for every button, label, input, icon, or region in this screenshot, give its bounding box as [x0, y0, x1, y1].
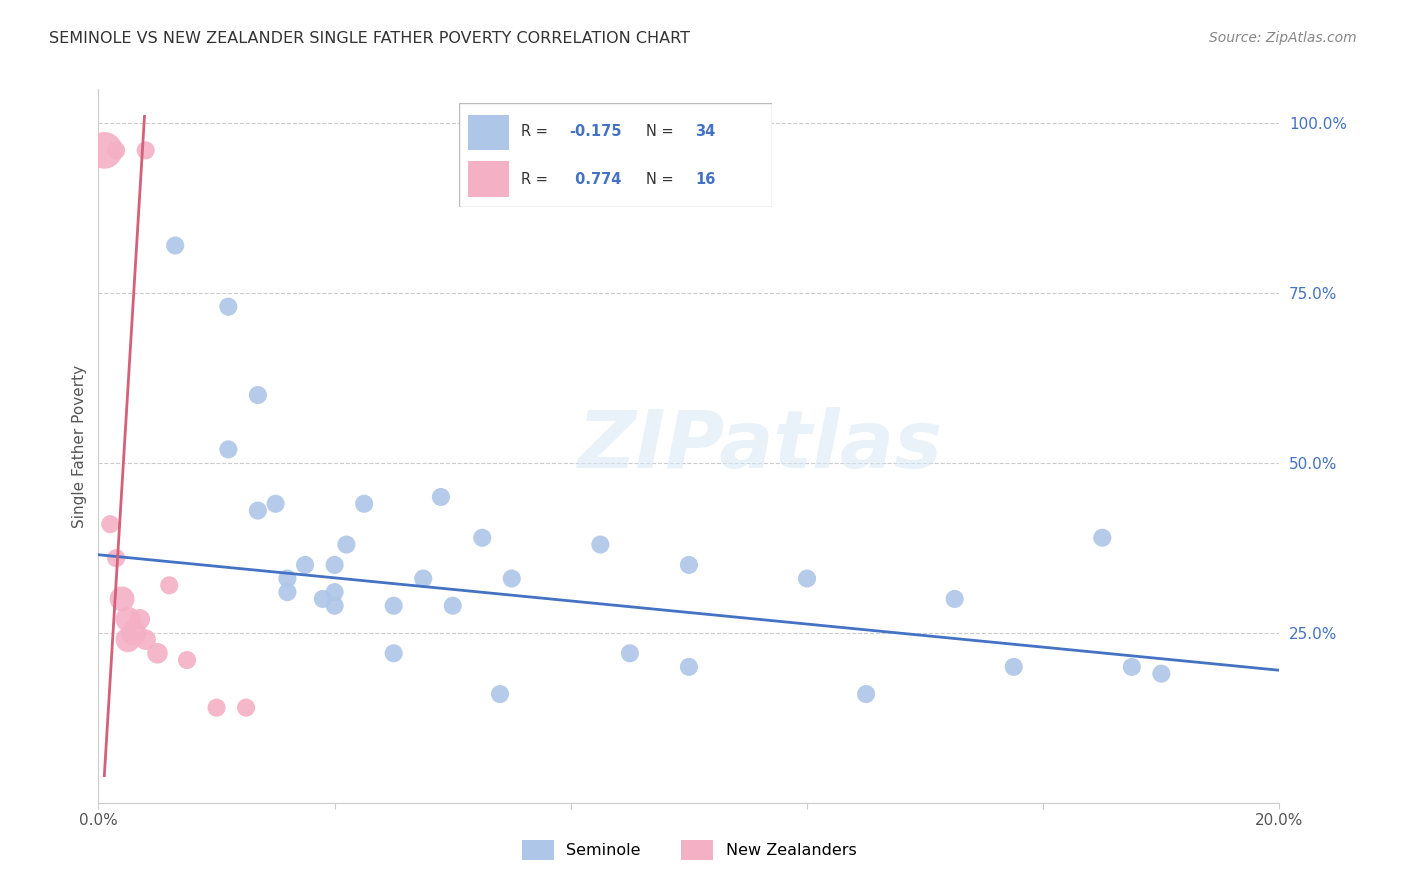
Point: [98, 517, 121, 532]
Text: SEMINOLE VS NEW ZEALANDER SINGLE FATHER POVERTY CORRELATION CHART: SEMINOLE VS NEW ZEALANDER SINGLE FATHER …: [49, 31, 690, 46]
Point: [235, 700, 257, 714]
Point: [122, 626, 145, 640]
Point: [1121, 660, 1143, 674]
Point: [430, 490, 453, 504]
Point: [111, 591, 134, 606]
Point: [117, 612, 139, 626]
Point: [489, 687, 512, 701]
Point: [323, 585, 346, 599]
Point: [1150, 666, 1173, 681]
Point: [796, 572, 818, 586]
Point: [323, 558, 346, 572]
Point: [276, 572, 298, 586]
Point: [246, 388, 269, 402]
Point: [1091, 531, 1114, 545]
Point: [678, 558, 700, 572]
Point: [1002, 660, 1025, 674]
Point: [312, 591, 335, 606]
Point: [165, 238, 187, 252]
Point: [619, 646, 641, 660]
Point: [135, 144, 157, 158]
Point: [217, 300, 239, 314]
Point: [382, 599, 405, 613]
Point: [589, 537, 612, 551]
Point: [217, 442, 239, 457]
Legend: Seminole, New Zealanders: Seminole, New Zealanders: [515, 834, 863, 866]
Point: [441, 599, 464, 613]
Point: [135, 632, 157, 647]
Point: [276, 585, 298, 599]
Point: [382, 646, 405, 660]
Point: [335, 537, 357, 551]
Point: [176, 653, 198, 667]
Point: [294, 558, 316, 572]
Point: [323, 599, 346, 613]
Point: [105, 144, 128, 158]
Point: [264, 497, 287, 511]
Point: [205, 700, 228, 714]
Y-axis label: Single Father Poverty: Single Father Poverty: [72, 365, 87, 527]
Point: [93, 144, 115, 158]
Point: [117, 632, 139, 647]
Point: [105, 551, 128, 566]
Point: [246, 503, 269, 517]
Point: [471, 531, 494, 545]
Point: [146, 646, 169, 660]
Point: [678, 660, 700, 674]
Text: ZIPatlas: ZIPatlas: [578, 407, 942, 485]
Text: Source: ZipAtlas.com: Source: ZipAtlas.com: [1209, 31, 1357, 45]
Point: [855, 687, 877, 701]
Point: [501, 572, 523, 586]
Point: [943, 591, 966, 606]
Point: [128, 612, 150, 626]
Point: [157, 578, 180, 592]
Point: [353, 497, 375, 511]
Point: [412, 572, 434, 586]
